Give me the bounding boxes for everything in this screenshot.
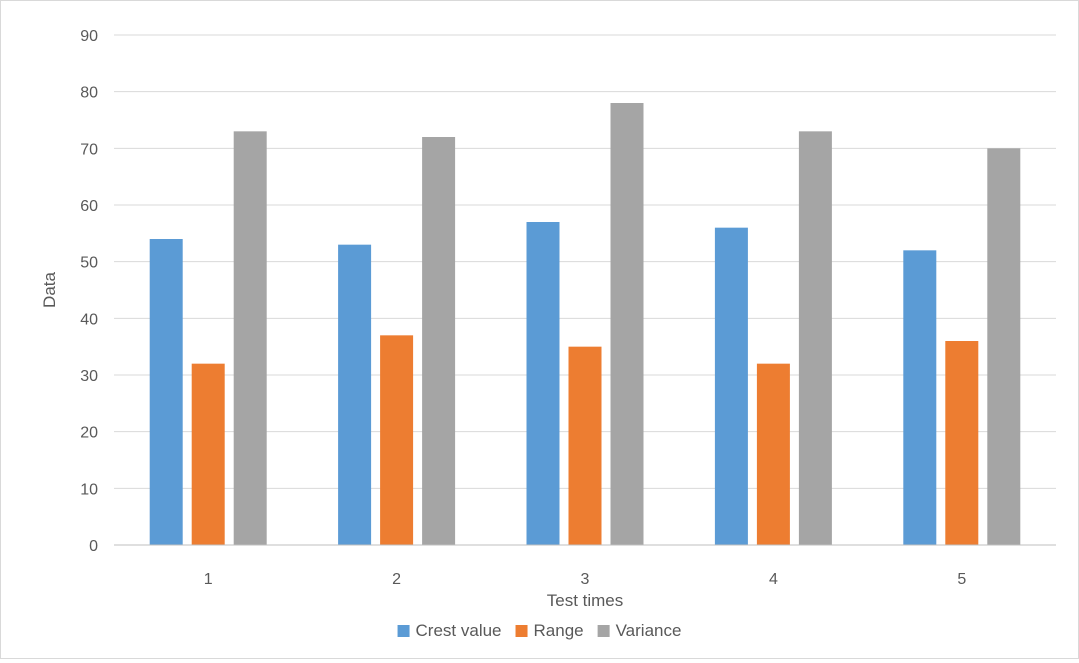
legend-label: Variance [616,621,682,640]
y-tick-label: 80 [80,85,98,102]
y-tick-label: 40 [80,311,98,328]
y-axis-tick-labels: 0 10 20 30 40 50 60 70 80 90 [80,28,98,555]
bars [149,103,1021,546]
y-tick-label: 50 [80,255,98,272]
legend-label: Crest value [416,621,502,640]
bar-crest-value-1 [149,239,183,545]
legend-label: Range [534,621,584,640]
x-axis-tick-labels: 1 2 3 4 5 [204,571,967,588]
y-tick-label: 30 [80,368,98,385]
y-axis-title: Data [40,272,59,308]
y-tick-label: 70 [80,141,98,158]
bar-range-2 [380,335,414,545]
x-tick-label: 1 [204,571,213,588]
bar-variance-5 [987,148,1021,546]
y-tick-label: 20 [80,425,98,442]
bar-variance-3 [610,103,644,545]
x-tick-label: 4 [769,571,778,588]
bar-range-1 [191,363,225,545]
bar-range-4 [756,363,790,545]
bar-range-5 [945,341,979,545]
y-tick-label: 90 [80,28,98,45]
x-tick-label: 2 [392,571,401,588]
bar-variance-1 [233,131,267,546]
bar-crest-value-3 [526,222,560,545]
legend-swatch [397,625,410,637]
legend-swatch [597,625,610,637]
bar-crest-value-5 [903,250,937,546]
x-tick-label: 3 [581,571,590,588]
legend: Crest value Range Variance [397,621,682,640]
y-tick-label: 60 [80,198,98,215]
bar-variance-2 [422,137,456,545]
bar-variance-4 [798,131,832,546]
bar-range-3 [568,346,602,545]
bar-crest-value-2 [338,244,372,545]
bar-crest-value-4 [714,227,748,545]
gridlines [114,34,1056,489]
y-tick-label: 0 [89,538,98,555]
legend-swatch [515,625,528,637]
x-axis-title: Test times [547,591,624,610]
y-tick-label: 10 [80,481,98,498]
x-tick-label: 5 [957,571,966,588]
